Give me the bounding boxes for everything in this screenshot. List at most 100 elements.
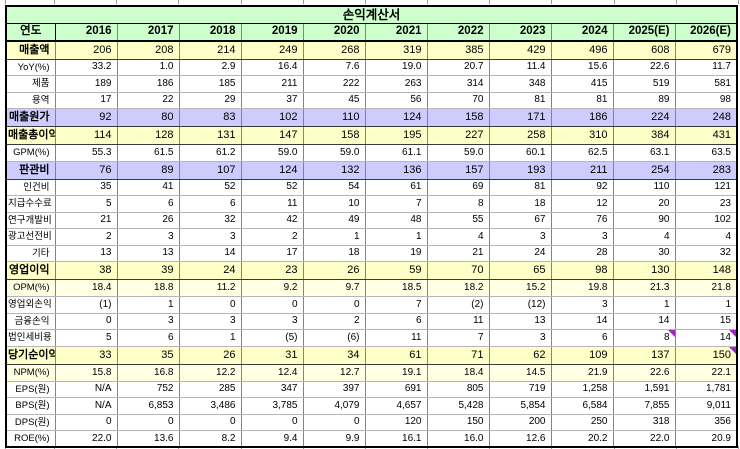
value-cell[interactable]: 29 [178, 91, 242, 109]
value-cell[interactable]: 150 [674, 345, 738, 365]
value-cell[interactable]: 285 [178, 380, 242, 398]
value-cell[interactable]: 9.2 [240, 279, 304, 297]
value-cell[interactable]: 90 [612, 211, 676, 229]
value-cell[interactable]: 59.0 [302, 144, 366, 162]
row-label[interactable]: BPS(원) [5, 397, 56, 415]
value-cell[interactable]: 4 [612, 228, 676, 246]
value-cell[interactable]: (1) [54, 296, 118, 314]
value-cell[interactable]: 679 [674, 40, 738, 60]
value-cell[interactable]: 45 [302, 91, 366, 109]
value-cell[interactable]: 691 [364, 380, 428, 398]
value-cell[interactable]: 5 [54, 195, 118, 213]
value-cell[interactable]: 67 [488, 211, 552, 229]
year-header-cell[interactable]: 2026(E) [674, 23, 738, 42]
value-cell[interactable]: 0 [302, 296, 366, 314]
value-cell[interactable]: 5 [54, 329, 118, 347]
value-cell[interactable]: 132 [302, 160, 366, 180]
value-cell[interactable]: 3,486 [178, 397, 242, 415]
year-header-cell[interactable]: 2024 [550, 23, 614, 42]
value-cell[interactable]: 55.3 [54, 144, 118, 162]
value-cell[interactable]: 59.0 [240, 144, 304, 162]
value-cell[interactable]: 1 [674, 296, 738, 314]
value-cell[interactable]: 3 [488, 228, 552, 246]
value-cell[interactable]: N/A [54, 397, 118, 415]
value-cell[interactable]: 34 [302, 345, 366, 365]
value-cell[interactable]: 496 [550, 40, 614, 60]
row-label[interactable]: 금융손익 [5, 312, 56, 330]
value-cell[interactable]: 14 [178, 244, 242, 262]
value-cell[interactable]: 19.8 [550, 279, 614, 297]
value-cell[interactable]: 18.2 [426, 279, 490, 297]
value-cell[interactable]: 38 [54, 261, 118, 280]
value-cell[interactable]: 31 [240, 345, 304, 365]
value-cell[interactable]: 214 [178, 40, 242, 60]
value-cell[interactable]: 1,258 [550, 380, 614, 398]
value-cell[interactable]: 7 [364, 195, 428, 213]
value-cell[interactable]: 310 [550, 126, 614, 145]
value-cell[interactable]: (6) [302, 329, 366, 347]
value-cell[interactable]: 120 [364, 413, 428, 431]
value-cell[interactable]: 147 [240, 126, 304, 145]
row-label[interactable]: 판관비 [5, 160, 56, 180]
value-cell[interactable]: 20 [612, 195, 676, 213]
value-cell[interactable]: 248 [674, 108, 738, 127]
value-cell[interactable]: 22.6 [612, 58, 676, 76]
value-cell[interactable]: 15.2 [488, 279, 552, 297]
value-cell[interactable]: 55 [426, 211, 490, 229]
value-cell[interactable]: 18.4 [426, 363, 490, 382]
value-cell[interactable]: 26 [302, 261, 366, 280]
row-label[interactable]: 기타 [5, 244, 56, 262]
value-cell[interactable]: 258 [488, 126, 552, 145]
value-cell[interactable]: 13 [116, 244, 180, 262]
year-header-cell[interactable]: 2021 [364, 23, 428, 42]
value-cell[interactable]: 719 [488, 380, 552, 398]
value-cell[interactable]: 0 [302, 413, 366, 431]
value-cell[interactable]: 4,657 [364, 397, 428, 415]
value-cell[interactable]: 21.3 [612, 279, 676, 297]
row-label[interactable]: 영업외손익 [5, 296, 56, 314]
value-cell[interactable]: 19 [364, 244, 428, 262]
value-cell[interactable]: 89 [612, 91, 676, 109]
row-label[interactable]: NPM(%) [5, 363, 56, 382]
value-cell[interactable]: 171 [488, 108, 552, 127]
row-label[interactable]: 연구개발비 [5, 211, 56, 229]
value-cell[interactable]: 10 [302, 195, 366, 213]
value-cell[interactable]: 752 [116, 380, 180, 398]
value-cell[interactable]: 805 [426, 380, 490, 398]
value-cell[interactable]: (12) [488, 296, 552, 314]
value-cell[interactable]: 21.9 [550, 363, 614, 382]
value-cell[interactable]: 397 [302, 380, 366, 398]
value-cell[interactable]: 2 [54, 228, 118, 246]
value-cell[interactable]: 8 [426, 195, 490, 213]
value-cell[interactable]: 61.2 [178, 144, 242, 162]
value-cell[interactable]: 415 [550, 75, 614, 93]
value-cell[interactable]: 3,785 [240, 397, 304, 415]
value-cell[interactable]: 128 [116, 126, 180, 145]
value-cell[interactable]: 319 [364, 40, 428, 60]
value-cell[interactable]: 9.4 [240, 430, 304, 448]
value-cell[interactable]: 12.2 [178, 363, 242, 382]
value-cell[interactable]: 227 [426, 126, 490, 145]
value-cell[interactable]: 6 [550, 329, 614, 347]
row-label[interactable]: 인건비 [5, 178, 56, 196]
year-header-cell[interactable]: 2019 [240, 23, 304, 42]
value-cell[interactable]: 6 [116, 195, 180, 213]
value-cell[interactable]: 70 [426, 91, 490, 109]
value-cell[interactable]: 98 [674, 91, 738, 109]
value-cell[interactable]: 107 [178, 160, 242, 180]
value-cell[interactable]: 263 [364, 75, 428, 93]
value-cell[interactable]: 519 [612, 75, 676, 93]
value-cell[interactable]: 98 [550, 261, 614, 280]
value-cell[interactable]: 124 [364, 108, 428, 127]
value-cell[interactable]: 13 [54, 244, 118, 262]
value-cell[interactable]: 18.4 [54, 279, 118, 297]
year-header-cell[interactable]: 2020 [302, 23, 366, 42]
value-cell[interactable]: 12.4 [240, 363, 304, 382]
value-cell[interactable]: 83 [178, 108, 242, 127]
value-cell[interactable]: 15.8 [54, 363, 118, 382]
value-cell[interactable]: 11 [426, 312, 490, 330]
row-label[interactable]: DPS(원) [5, 413, 56, 431]
value-cell[interactable]: 80 [116, 108, 180, 127]
value-cell[interactable]: 14 [674, 329, 738, 347]
value-cell[interactable]: 0 [116, 413, 180, 431]
